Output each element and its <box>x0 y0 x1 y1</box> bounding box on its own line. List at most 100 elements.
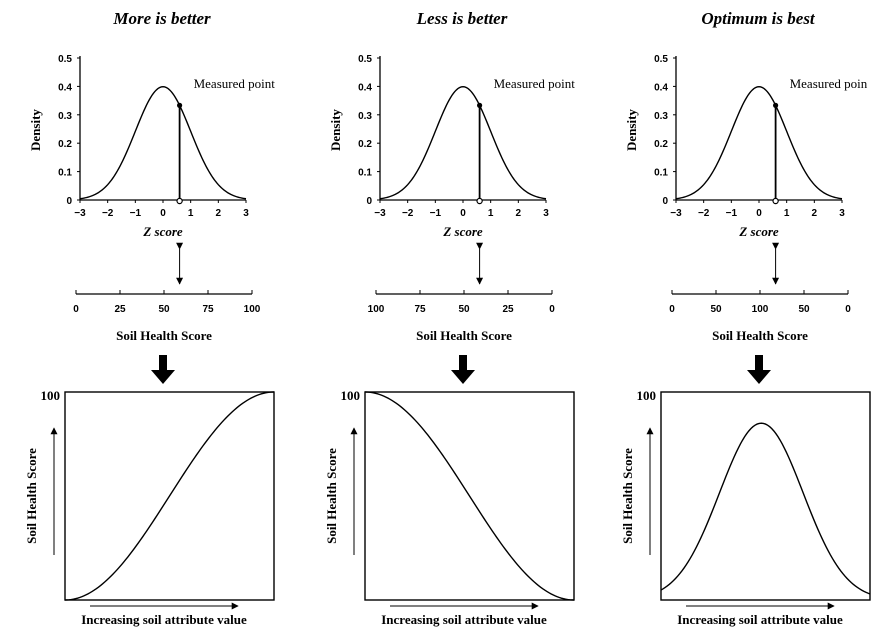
y-top-label: 100 <box>341 388 361 403</box>
z-tick-label: 1 <box>188 208 194 219</box>
transform-down-arrow <box>747 355 771 384</box>
score-tick-label: 100 <box>752 304 769 315</box>
z-tick-label: −2 <box>402 208 414 219</box>
z-axis-label: Z score <box>142 224 183 239</box>
density-y-tick-label: 0.5 <box>654 54 668 65</box>
measured-z-marker <box>176 197 183 205</box>
score-tick-label: 75 <box>202 304 214 315</box>
score-tick-label: 0 <box>669 304 675 315</box>
normal-density-curve <box>675 85 843 200</box>
z-tick-label: 3 <box>543 208 549 219</box>
density-axis-label: Density <box>28 109 43 151</box>
measured-z-marker <box>476 197 483 205</box>
scoring-curve-increasing <box>64 391 275 601</box>
density-y-tick-label: 0.5 <box>358 54 372 65</box>
panel-title: More is better <box>112 9 211 28</box>
score-tick-label: 50 <box>710 304 722 315</box>
z-tick-label: 2 <box>812 208 818 219</box>
scoring-curve-decreasing <box>364 391 575 601</box>
score-tick-label: 25 <box>114 304 126 315</box>
transform-down-arrow <box>151 355 175 384</box>
score-tick-label: 0 <box>549 304 555 315</box>
y-top-label: 100 <box>637 388 657 403</box>
z-axis-label: Z score <box>738 224 779 239</box>
score-tick-label: 50 <box>798 304 810 315</box>
measured-z-marker <box>772 197 779 205</box>
density-y-tick-label: 0.2 <box>58 139 72 150</box>
density-y-tick-label: 0.4 <box>58 82 72 93</box>
score-tick-label: 50 <box>158 304 170 315</box>
score-tick-label: 100 <box>244 304 261 315</box>
density-y-tick-label: 0.4 <box>654 82 668 93</box>
z-tick-label: 3 <box>243 208 249 219</box>
attribute-axis-label: Increasing soil attribute value <box>677 612 843 627</box>
z-tick-label: −2 <box>102 208 114 219</box>
z-tick-label: 1 <box>784 208 790 219</box>
z-tick-label: 0 <box>160 208 166 219</box>
density-y-tick-label: 0.1 <box>654 168 668 179</box>
measured-point-label: Measured poin <box>790 76 868 91</box>
measured-point-marker <box>477 102 483 108</box>
density-y-tick-label: 0.2 <box>654 139 668 150</box>
scoring-function-frame <box>660 391 871 601</box>
score-y-axis-label: Soil Health Score <box>24 448 39 544</box>
scoring-function-frame <box>364 391 575 601</box>
z-tick-label: −3 <box>374 208 386 219</box>
density-axis-label: Density <box>328 109 343 151</box>
density-y-tick-label: 0.4 <box>358 82 372 93</box>
attribute-axis-label: Increasing soil attribute value <box>381 612 547 627</box>
score-tick-label: 25 <box>502 304 514 315</box>
z-tick-label: −3 <box>74 208 86 219</box>
z-tick-label: 2 <box>516 208 522 219</box>
density-y-tick-label: 0 <box>662 196 668 207</box>
score-scale-label: Soil Health Score <box>712 328 808 343</box>
score-tick-label: 100 <box>368 304 385 315</box>
score-scale-label: Soil Health Score <box>116 328 212 343</box>
z-tick-label: 2 <box>216 208 222 219</box>
z-axis-label: Z score <box>442 224 483 239</box>
density-y-tick-label: 0 <box>66 196 72 207</box>
z-tick-label: −1 <box>726 208 738 219</box>
score-scale-label: Soil Health Score <box>416 328 512 343</box>
z-tick-label: −1 <box>430 208 442 219</box>
density-y-tick-label: 0 <box>366 196 372 207</box>
density-y-tick-label: 0.1 <box>358 168 372 179</box>
density-y-tick-label: 0.3 <box>58 111 72 122</box>
transform-down-arrow <box>451 355 475 384</box>
z-tick-label: 3 <box>839 208 845 219</box>
measured-point-marker <box>177 102 183 108</box>
normal-density-curve <box>379 85 547 200</box>
panel-title: Less is better <box>416 9 508 28</box>
panel-title: Optimum is best <box>701 9 816 28</box>
score-tick-label: 75 <box>414 304 426 315</box>
density-y-tick-label: 0.5 <box>58 54 72 65</box>
score-y-axis-label: Soil Health Score <box>324 448 339 544</box>
attribute-axis-label: Increasing soil attribute value <box>81 612 247 627</box>
density-y-tick-label: 0.1 <box>58 168 72 179</box>
normal-density-curve <box>79 85 247 200</box>
z-tick-label: −3 <box>670 208 682 219</box>
scoring-curve-optimum <box>660 422 871 595</box>
measured-point-label: Measured point <box>194 76 276 91</box>
score-tick-label: 0 <box>73 304 79 315</box>
density-axis-label: Density <box>624 109 639 151</box>
z-tick-label: −2 <box>698 208 710 219</box>
z-tick-label: 0 <box>460 208 466 219</box>
z-tick-label: 0 <box>756 208 762 219</box>
density-y-tick-label: 0.3 <box>358 111 372 122</box>
score-tick-label: 0 <box>845 304 851 315</box>
score-y-axis-label: Soil Health Score <box>620 448 635 544</box>
z-tick-label: −1 <box>130 208 142 219</box>
scoring-function-frame <box>64 391 275 601</box>
score-tick-label: 50 <box>458 304 470 315</box>
measured-point-label: Measured point <box>494 76 576 91</box>
y-top-label: 100 <box>41 388 61 403</box>
density-y-tick-label: 0.3 <box>654 111 668 122</box>
z-tick-label: 1 <box>488 208 494 219</box>
measured-point-marker <box>773 102 779 108</box>
